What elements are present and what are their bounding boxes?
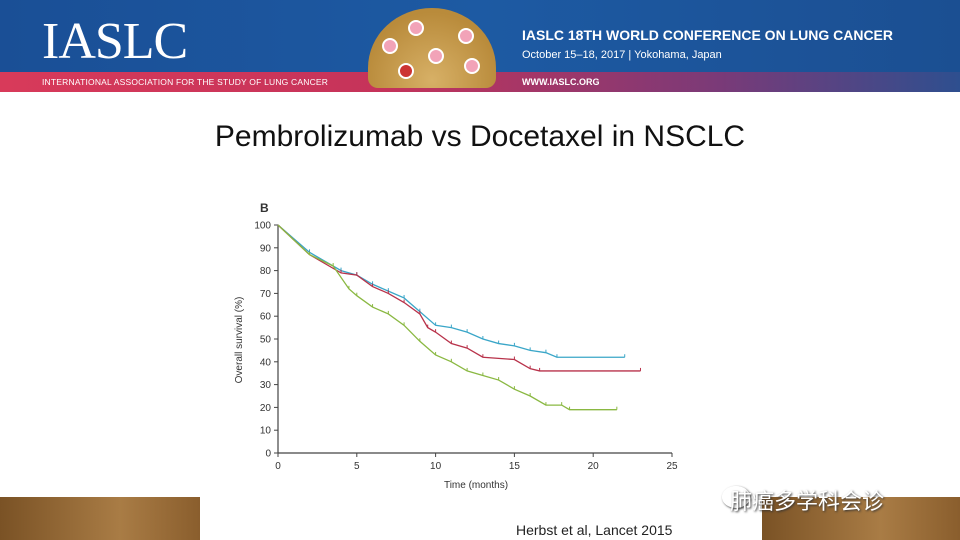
x-axis-label: Time (months) — [444, 480, 508, 490]
panel-label: B — [260, 201, 269, 215]
y-tick-label: 50 — [260, 335, 272, 346]
y-tick-label: 30 — [260, 380, 272, 391]
y-tick-label: 80 — [260, 266, 272, 277]
conference-url[interactable]: WWW.IASLC.ORG — [522, 77, 600, 87]
y-axis-label: Overall survival (%) — [234, 297, 245, 384]
x-tick-label: 5 — [354, 461, 360, 472]
x-tick-label: 0 — [275, 461, 281, 472]
x-tick-label: 15 — [509, 461, 521, 472]
y-tick-label: 90 — [260, 243, 272, 254]
y-tick-label: 0 — [265, 449, 271, 460]
series-line-red — [277, 224, 641, 372]
y-tick-label: 70 — [260, 289, 272, 300]
x-tick-label: 20 — [588, 461, 600, 472]
survival-chart: B Overall survival (%) Time (months) 0 5 1… — [234, 201, 678, 490]
footer-band-left — [0, 497, 200, 540]
citation: Herbst et al, Lancet 2015 — [516, 522, 673, 538]
series-line-blue — [277, 224, 625, 358]
wechat-icon — [722, 486, 750, 508]
y-tick-label: 10 — [260, 426, 272, 437]
x-tick-label: 25 — [666, 461, 678, 472]
iaslc-logo: IASLC — [42, 13, 188, 70]
slide-title: Pembrolizumab vs Docetaxel in NSCLC — [214, 120, 746, 153]
fan-image — [368, 8, 496, 88]
x-tick-label: 10 — [430, 461, 442, 472]
y-tick-label: 100 — [254, 221, 271, 232]
y-tick-label: 40 — [260, 357, 272, 368]
watermark-text: 肺癌多学科会诊 — [730, 489, 885, 514]
y-tick-label: 60 — [260, 312, 272, 323]
conference-banner: IASLC INTERNATIONAL ASSOCIATION FOR THE … — [0, 0, 960, 92]
y-tick-label: 20 — [260, 403, 272, 414]
conference-date: October 15–18, 2017 | Yokohama, Japan — [522, 49, 722, 61]
series-line-green — [277, 224, 617, 411]
footer-band-right — [762, 497, 960, 540]
association-name: INTERNATIONAL ASSOCIATION FOR THE STUDY … — [42, 77, 329, 87]
conference-title: IASLC 18TH WORLD CONFERENCE ON LUNG CANC… — [522, 27, 894, 43]
